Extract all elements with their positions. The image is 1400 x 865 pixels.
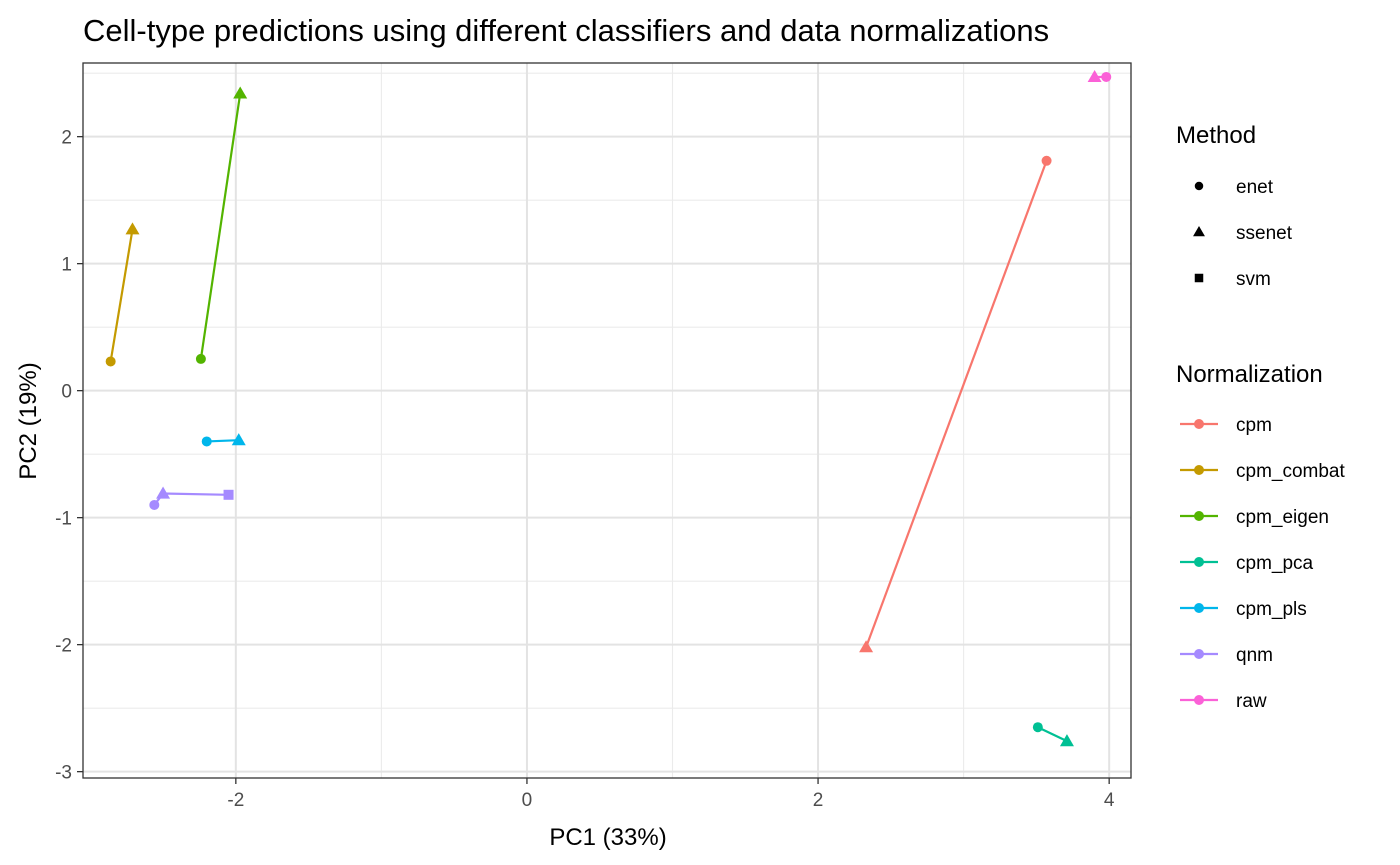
x-tick-label: 4 <box>1104 790 1115 811</box>
point-qnm-svm <box>223 489 234 500</box>
y-tick-label: 1 <box>61 255 72 276</box>
legend-norm-label-cpm: cpm <box>1236 415 1272 436</box>
y-tick-label: -1 <box>55 509 72 530</box>
plot-panel <box>82 62 1132 779</box>
legend-norm-label-cpm_pca: cpm_pca <box>1236 553 1314 574</box>
point-cpm_pca-enet <box>1032 722 1043 733</box>
point-cpm_pls-enet <box>201 436 212 447</box>
series-raw <box>1087 69 1112 83</box>
legend-norm-key-cpm_pca <box>1194 557 1204 567</box>
x-tick-label: 0 <box>522 790 533 811</box>
legend-norm-key-cpm <box>1194 419 1204 429</box>
point-cpm_pls-ssenet <box>231 433 246 446</box>
legend: Method Normalization enet ssenet svm cpm cpm… <box>1176 122 1345 712</box>
legend-method-key-ssenet <box>1193 226 1205 237</box>
series-cpm <box>859 155 1052 653</box>
series-qnm <box>149 486 234 510</box>
legend-method-key-enet <box>1194 181 1204 191</box>
legend-norm-label-cpm_eigen: cpm_eigen <box>1236 507 1329 528</box>
legend-norm-label-qnm: qnm <box>1236 645 1273 666</box>
x-tick-label: -2 <box>227 790 244 811</box>
legend-method-label-ssenet: ssenet <box>1236 223 1293 244</box>
panel-background <box>83 63 1131 778</box>
legend-norm-key-qnm <box>1194 649 1204 659</box>
series-cpm_pls <box>201 433 246 447</box>
legend-method-title: Method <box>1176 122 1256 149</box>
y-axis: -3 -2 -1 0 1 2 <box>55 128 83 784</box>
series-cpm_combat <box>105 222 140 367</box>
y-tick-label: -2 <box>55 636 72 657</box>
legend-norm-key-raw <box>1194 695 1204 705</box>
point-cpm_pca-ssenet <box>1059 734 1074 747</box>
point-raw-enet <box>1101 71 1112 82</box>
point-qnm-enet <box>149 499 160 510</box>
legend-normalization-title: Normalization <box>1176 361 1323 388</box>
y-tick-label: -3 <box>55 763 72 784</box>
point-qnm-ssenet <box>156 486 171 499</box>
legend-norm-key-cpm_combat <box>1194 465 1204 475</box>
legend-norm-label-cpm_pls: cpm_pls <box>1236 599 1307 620</box>
series-line-cpm_combat <box>109 229 134 362</box>
series-line-cpm_pca <box>1037 726 1068 743</box>
point-raw-ssenet <box>1087 69 1102 83</box>
legend-method-label-enet: enet <box>1236 177 1274 198</box>
legend-norm-key-cpm_pls <box>1194 603 1204 613</box>
legend-method-label-svm: svm <box>1236 269 1271 290</box>
y-tick-label: 0 <box>61 382 72 403</box>
point-cpm-enet <box>1041 155 1052 166</box>
point-cpm_eigen-enet <box>195 353 206 364</box>
point-cpm_combat-ssenet <box>125 222 140 235</box>
legend-norm-label-raw: raw <box>1236 691 1267 712</box>
y-axis-title: PC2 (19%) <box>15 362 42 479</box>
point-cpm_combat-enet <box>105 356 116 367</box>
x-tick-label: 2 <box>813 790 824 811</box>
series-line-cpm_eigen <box>199 93 242 360</box>
legend-norm-key-cpm_eigen <box>1194 511 1204 521</box>
x-axis-title: PC1 (33%) <box>549 824 666 851</box>
x-axis: -2 0 2 4 <box>227 778 1115 811</box>
series-cpm_eigen <box>195 86 248 364</box>
panel-border <box>82 62 1132 779</box>
series-line-cpm <box>865 160 1048 648</box>
series-line-cpm_pls <box>206 439 239 443</box>
chart-title: Cell-type predictions using different cl… <box>83 13 1049 48</box>
series-cpm_pca <box>1032 722 1074 747</box>
point-cpm-ssenet <box>859 640 874 653</box>
legend-method-key-svm <box>1194 273 1204 283</box>
y-tick-label: 2 <box>61 128 72 149</box>
point-cpm_eigen-ssenet <box>233 86 248 99</box>
legend-norm-label-cpm_combat: cpm_combat <box>1236 461 1345 482</box>
